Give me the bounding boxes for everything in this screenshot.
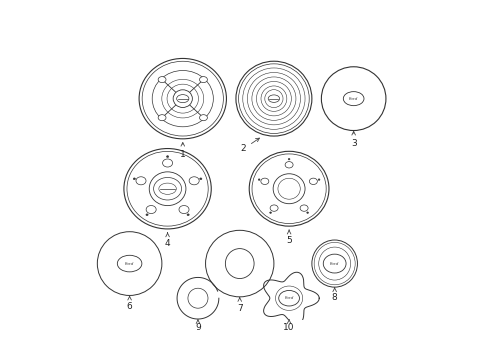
Ellipse shape	[278, 178, 300, 199]
Ellipse shape	[268, 95, 280, 102]
Ellipse shape	[273, 174, 305, 204]
Ellipse shape	[239, 64, 309, 134]
Ellipse shape	[189, 177, 199, 185]
Ellipse shape	[314, 242, 355, 285]
Ellipse shape	[173, 90, 193, 108]
Ellipse shape	[275, 286, 303, 310]
Text: 3: 3	[351, 131, 357, 148]
Ellipse shape	[256, 81, 292, 116]
Ellipse shape	[343, 92, 364, 105]
Ellipse shape	[309, 178, 318, 185]
Ellipse shape	[261, 86, 287, 111]
Ellipse shape	[159, 183, 176, 194]
Ellipse shape	[225, 249, 254, 279]
Ellipse shape	[117, 255, 142, 272]
Ellipse shape	[124, 149, 211, 229]
Ellipse shape	[270, 212, 271, 213]
Text: Ford: Ford	[285, 296, 294, 300]
Ellipse shape	[187, 214, 189, 216]
Ellipse shape	[323, 254, 346, 273]
Ellipse shape	[318, 179, 320, 180]
Ellipse shape	[199, 115, 207, 121]
Ellipse shape	[167, 156, 169, 157]
Ellipse shape	[258, 179, 260, 180]
Ellipse shape	[146, 206, 156, 213]
Text: 1: 1	[180, 143, 186, 159]
Ellipse shape	[162, 79, 204, 118]
Text: Ford: Ford	[125, 262, 134, 266]
Ellipse shape	[270, 205, 278, 211]
Ellipse shape	[307, 212, 309, 213]
Ellipse shape	[321, 67, 386, 131]
Ellipse shape	[247, 72, 300, 125]
Text: 5: 5	[286, 230, 292, 245]
Ellipse shape	[98, 232, 162, 296]
Ellipse shape	[163, 159, 172, 167]
Text: Ford: Ford	[330, 262, 339, 266]
Ellipse shape	[152, 71, 213, 127]
Ellipse shape	[158, 115, 166, 121]
Ellipse shape	[179, 206, 189, 213]
Ellipse shape	[312, 240, 358, 287]
Ellipse shape	[188, 288, 208, 308]
Ellipse shape	[318, 247, 351, 280]
Ellipse shape	[279, 291, 299, 306]
Ellipse shape	[261, 178, 269, 185]
Ellipse shape	[158, 77, 166, 82]
Text: 6: 6	[127, 296, 132, 311]
Text: 8: 8	[332, 288, 338, 302]
Ellipse shape	[199, 77, 207, 82]
Ellipse shape	[243, 68, 305, 129]
Ellipse shape	[133, 178, 135, 180]
Ellipse shape	[265, 90, 283, 108]
Ellipse shape	[177, 95, 189, 103]
Ellipse shape	[236, 61, 312, 136]
Text: 10: 10	[283, 320, 295, 332]
Ellipse shape	[146, 214, 148, 216]
Ellipse shape	[149, 172, 186, 206]
Ellipse shape	[288, 158, 290, 160]
Ellipse shape	[206, 230, 274, 297]
Ellipse shape	[285, 162, 293, 168]
Text: 2: 2	[241, 138, 259, 153]
Ellipse shape	[136, 177, 146, 185]
Ellipse shape	[127, 151, 208, 226]
Ellipse shape	[252, 77, 296, 120]
Text: 9: 9	[195, 320, 201, 332]
Ellipse shape	[300, 205, 308, 211]
Ellipse shape	[139, 58, 226, 139]
Ellipse shape	[249, 151, 329, 226]
Ellipse shape	[142, 61, 223, 136]
Text: Ford: Ford	[349, 96, 358, 101]
Text: 4: 4	[165, 233, 171, 248]
Ellipse shape	[252, 154, 326, 224]
Ellipse shape	[200, 178, 202, 180]
Ellipse shape	[167, 84, 198, 113]
Text: 7: 7	[237, 298, 243, 313]
Ellipse shape	[153, 177, 182, 200]
